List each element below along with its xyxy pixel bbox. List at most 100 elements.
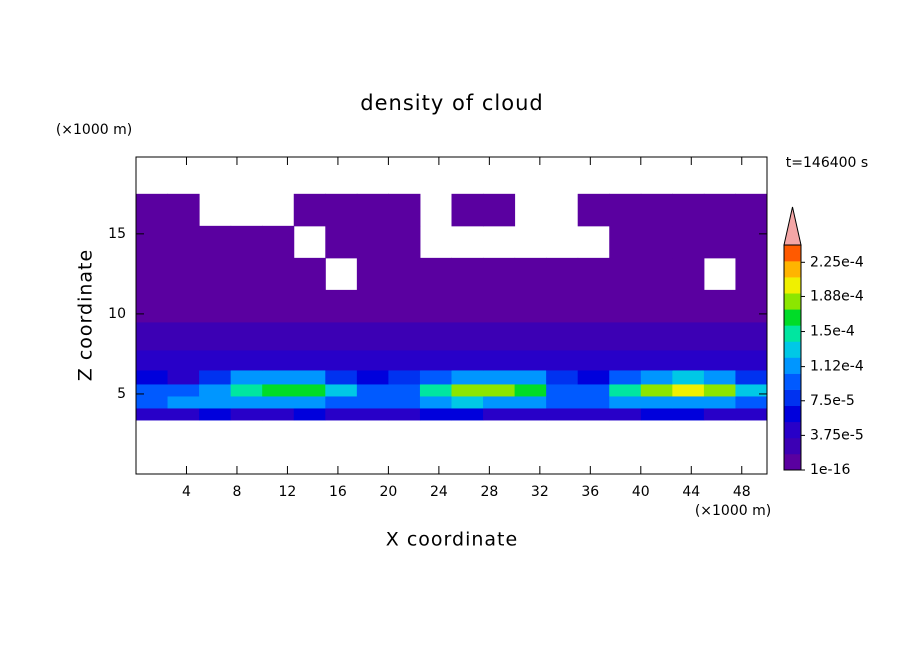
colorbar-band: [784, 261, 801, 278]
contour-cell: [199, 321, 232, 351]
contour-cell: [167, 383, 200, 397]
contour-cell: [262, 369, 295, 385]
contour-cell: [262, 395, 295, 409]
contour-cell: [483, 369, 516, 385]
contour-cell: [356, 369, 389, 385]
contour-cell: [546, 395, 579, 409]
contour-cell: [325, 407, 358, 421]
contour-cell: [577, 349, 610, 371]
contour-cell: [546, 349, 579, 371]
contour-cell: [230, 289, 263, 323]
contour-cell: [293, 193, 326, 227]
contour-cell: [483, 321, 516, 351]
x-tick-label: 16: [329, 484, 347, 500]
contour-cell: [262, 349, 295, 371]
contour-cell: [640, 395, 673, 409]
x-tick-label: 48: [733, 484, 751, 500]
contour-cell: [546, 407, 579, 421]
contour-cell: [735, 225, 768, 259]
contour-cell: [703, 395, 736, 409]
contour-cell: [199, 383, 232, 397]
contour-cell: [703, 349, 736, 371]
contour-cell: [483, 407, 516, 421]
contour-cell: [199, 369, 232, 385]
contour-cell: [136, 257, 169, 291]
contour-cell: [388, 321, 421, 351]
contour-cell: [325, 289, 358, 323]
colorbar-band: [784, 421, 801, 439]
colorbar-band: [784, 453, 801, 471]
contour-cell: [514, 383, 547, 397]
contour-cell: [136, 289, 169, 323]
contour-cell: [483, 193, 516, 227]
contour-cell: [609, 407, 642, 421]
colorbar-tick-label: 2.25e-4: [810, 254, 864, 270]
contour-cell: [356, 407, 389, 421]
contour-cell: [325, 321, 358, 351]
contour-cell: [672, 193, 705, 227]
contour-cell: [703, 289, 736, 323]
contour-cell: [325, 349, 358, 371]
contour-cell: [640, 369, 673, 385]
colorbar-tick-label: 1.5e-4: [810, 324, 855, 340]
colorbar-band: [784, 357, 801, 374]
colorbar-extend: [783, 206, 802, 246]
contour-cell: [293, 395, 326, 409]
contour-cell: [451, 407, 484, 421]
contour-cell: [136, 383, 169, 397]
contour-cell: [388, 383, 421, 397]
contour-cell: [703, 383, 736, 397]
contour-cell: [136, 225, 169, 259]
contour-cell: [483, 289, 516, 323]
contour-cell: [167, 289, 200, 323]
contour-cell: [419, 407, 452, 421]
contour-cell: [356, 289, 389, 323]
colorbar-tick-label: 1.88e-4: [810, 288, 864, 304]
contour-cell: [356, 225, 389, 259]
y-unit: (×1000 m): [56, 122, 132, 138]
contour-cell: [325, 225, 358, 259]
contour-cell: [672, 257, 705, 291]
contour-cell: [262, 225, 295, 259]
contour-cell: [735, 407, 768, 421]
contour-cell: [388, 369, 421, 385]
contour-cell: [167, 321, 200, 351]
x-tick-label: 4: [182, 484, 191, 500]
contour-cell: [703, 193, 736, 227]
y-tick-label: 10: [108, 306, 126, 322]
x-tick-label: 24: [430, 484, 448, 500]
contour-cell: [546, 257, 579, 291]
contour-cell: [609, 395, 642, 409]
contour-cell: [672, 369, 705, 385]
x-axis-title: X coordinate: [386, 529, 518, 551]
contour-cell: [293, 321, 326, 351]
contour-cell: [483, 257, 516, 291]
contour-cell: [546, 369, 579, 385]
x-tick-label: 28: [480, 484, 498, 500]
contour-cell: [735, 395, 768, 409]
contour-cell: [451, 193, 484, 227]
colorbar-band: [784, 405, 801, 423]
contour-cell: [136, 349, 169, 371]
contour-cell: [703, 225, 736, 259]
contour-cell: [230, 383, 263, 397]
contour-cell: [451, 257, 484, 291]
x-tick-label: 36: [581, 484, 599, 500]
contour-cell: [609, 289, 642, 323]
contour-cell: [546, 289, 579, 323]
contour-cell: [514, 349, 547, 371]
contour-cell: [419, 349, 452, 371]
contour-cell: [514, 407, 547, 421]
contour-cell: [577, 321, 610, 351]
contour-cell: [293, 349, 326, 371]
contour-cell: [735, 369, 768, 385]
contour-cell: [577, 289, 610, 323]
contour-cell: [672, 395, 705, 409]
contour-cell: [356, 349, 389, 371]
contour-cell: [672, 407, 705, 421]
contour-cell: [293, 289, 326, 323]
contour-cell: [609, 193, 642, 227]
contour-cell: [199, 289, 232, 323]
colorbar-tick-label: 1.12e-4: [810, 359, 864, 375]
y-tick-label: 5: [117, 386, 126, 402]
